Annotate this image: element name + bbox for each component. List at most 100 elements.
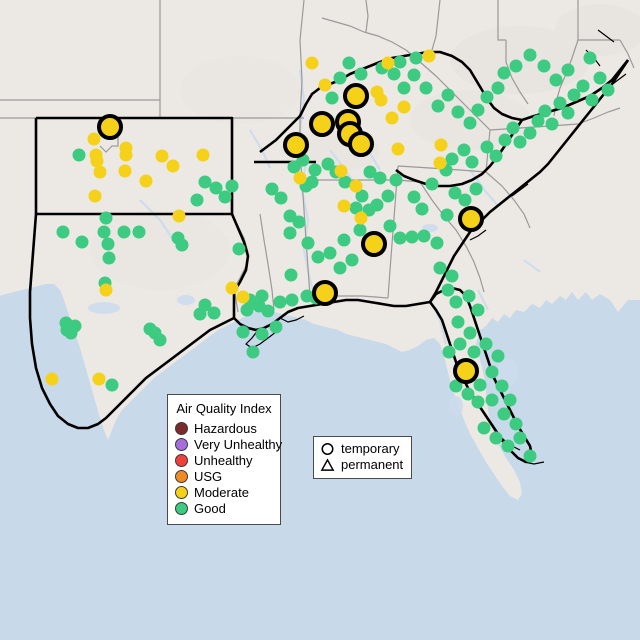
- site-marker-good[interactable]: [273, 295, 287, 309]
- site-marker-moderate[interactable]: [119, 148, 133, 162]
- site-marker-good[interactable]: [513, 135, 527, 149]
- site-marker-moderate[interactable]: [155, 149, 169, 163]
- site-marker-good[interactable]: [531, 114, 545, 128]
- site-marker-good[interactable]: [198, 175, 212, 189]
- site-marker-highlighted-temporary[interactable]: [361, 231, 387, 257]
- site-marker-good[interactable]: [101, 237, 115, 251]
- site-marker-good[interactable]: [301, 236, 315, 250]
- site-marker-highlighted-temporary[interactable]: [283, 132, 309, 158]
- site-marker-good[interactable]: [537, 59, 551, 73]
- site-marker-moderate[interactable]: [118, 164, 132, 178]
- site-marker-moderate[interactable]: [305, 56, 319, 70]
- site-marker-good[interactable]: [285, 293, 299, 307]
- site-marker-moderate[interactable]: [374, 93, 388, 107]
- site-marker-moderate[interactable]: [391, 142, 405, 156]
- site-marker-good[interactable]: [397, 81, 411, 95]
- site-marker-good[interactable]: [485, 365, 499, 379]
- site-marker-good[interactable]: [477, 421, 491, 435]
- site-marker-good[interactable]: [102, 251, 116, 265]
- site-marker-good[interactable]: [345, 253, 359, 267]
- site-marker-good[interactable]: [445, 269, 459, 283]
- site-marker-good[interactable]: [389, 173, 403, 187]
- site-marker-good[interactable]: [433, 261, 447, 275]
- site-marker-good[interactable]: [465, 155, 479, 169]
- site-marker-good[interactable]: [218, 190, 232, 204]
- site-marker-good[interactable]: [489, 149, 503, 163]
- site-marker-good[interactable]: [323, 246, 337, 260]
- site-marker-good[interactable]: [480, 140, 494, 154]
- site-marker-good[interactable]: [190, 193, 204, 207]
- site-marker-good[interactable]: [491, 349, 505, 363]
- site-marker-good[interactable]: [153, 333, 167, 347]
- site-marker-good[interactable]: [545, 117, 559, 131]
- site-marker-moderate[interactable]: [397, 100, 411, 114]
- site-marker-good[interactable]: [370, 198, 384, 212]
- site-marker-good[interactable]: [105, 378, 119, 392]
- site-marker-good[interactable]: [342, 56, 356, 70]
- site-marker-good[interactable]: [441, 88, 455, 102]
- site-marker-good[interactable]: [601, 83, 615, 97]
- site-marker-good[interactable]: [425, 177, 439, 191]
- site-marker-moderate[interactable]: [196, 148, 210, 162]
- site-marker-moderate[interactable]: [236, 290, 250, 304]
- site-marker-good[interactable]: [225, 179, 239, 193]
- site-marker-good[interactable]: [59, 316, 73, 330]
- site-marker-good[interactable]: [337, 233, 351, 247]
- site-marker-good[interactable]: [240, 303, 254, 317]
- site-marker-moderate[interactable]: [354, 211, 368, 225]
- site-marker-good[interactable]: [75, 235, 89, 249]
- site-marker-moderate[interactable]: [172, 209, 186, 223]
- site-marker-good[interactable]: [207, 306, 221, 320]
- site-marker-good[interactable]: [269, 320, 283, 334]
- site-marker-good[interactable]: [576, 79, 590, 93]
- site-marker-good[interactable]: [381, 189, 395, 203]
- site-marker-good[interactable]: [415, 202, 429, 216]
- site-marker-good[interactable]: [453, 337, 467, 351]
- site-marker-good[interactable]: [261, 304, 275, 318]
- site-marker-good[interactable]: [97, 225, 111, 239]
- site-marker-good[interactable]: [393, 55, 407, 69]
- site-marker-good[interactable]: [585, 93, 599, 107]
- site-marker-good[interactable]: [445, 152, 459, 166]
- site-marker-good[interactable]: [393, 231, 407, 245]
- site-marker-good[interactable]: [495, 379, 509, 393]
- site-marker-good[interactable]: [441, 283, 455, 297]
- site-marker-moderate[interactable]: [385, 111, 399, 125]
- site-marker-good[interactable]: [409, 51, 423, 65]
- site-marker-moderate[interactable]: [381, 56, 395, 70]
- site-marker-moderate[interactable]: [93, 165, 107, 179]
- site-marker-good[interactable]: [561, 63, 575, 77]
- site-marker-good[interactable]: [246, 345, 260, 359]
- site-marker-good[interactable]: [523, 126, 537, 140]
- site-marker-good[interactable]: [407, 190, 421, 204]
- site-marker-good[interactable]: [583, 51, 597, 65]
- site-marker-moderate[interactable]: [318, 78, 332, 92]
- site-marker-moderate[interactable]: [88, 189, 102, 203]
- site-marker-moderate[interactable]: [45, 372, 59, 386]
- site-marker-good[interactable]: [523, 449, 537, 463]
- site-marker-good[interactable]: [72, 148, 86, 162]
- site-marker-good[interactable]: [458, 193, 472, 207]
- site-marker-good[interactable]: [419, 81, 433, 95]
- site-marker-good[interactable]: [491, 81, 505, 95]
- site-marker-good[interactable]: [274, 191, 288, 205]
- site-marker-good[interactable]: [538, 104, 552, 118]
- site-marker-good[interactable]: [463, 116, 477, 130]
- site-marker-good[interactable]: [553, 96, 567, 110]
- site-marker-good[interactable]: [171, 231, 185, 245]
- site-marker-good[interactable]: [463, 326, 477, 340]
- site-marker-moderate[interactable]: [434, 138, 448, 152]
- site-marker-good[interactable]: [255, 289, 269, 303]
- site-marker-highlighted-temporary[interactable]: [348, 131, 374, 157]
- site-marker-good[interactable]: [265, 182, 279, 196]
- site-marker-good[interactable]: [284, 268, 298, 282]
- site-marker-good[interactable]: [489, 431, 503, 445]
- site-marker-good[interactable]: [549, 73, 563, 87]
- site-marker-moderate[interactable]: [225, 281, 239, 295]
- site-marker-good[interactable]: [99, 211, 113, 225]
- site-marker-good[interactable]: [567, 88, 581, 102]
- site-marker-moderate[interactable]: [90, 154, 104, 168]
- site-marker-good[interactable]: [513, 431, 527, 445]
- site-marker-good[interactable]: [333, 261, 347, 275]
